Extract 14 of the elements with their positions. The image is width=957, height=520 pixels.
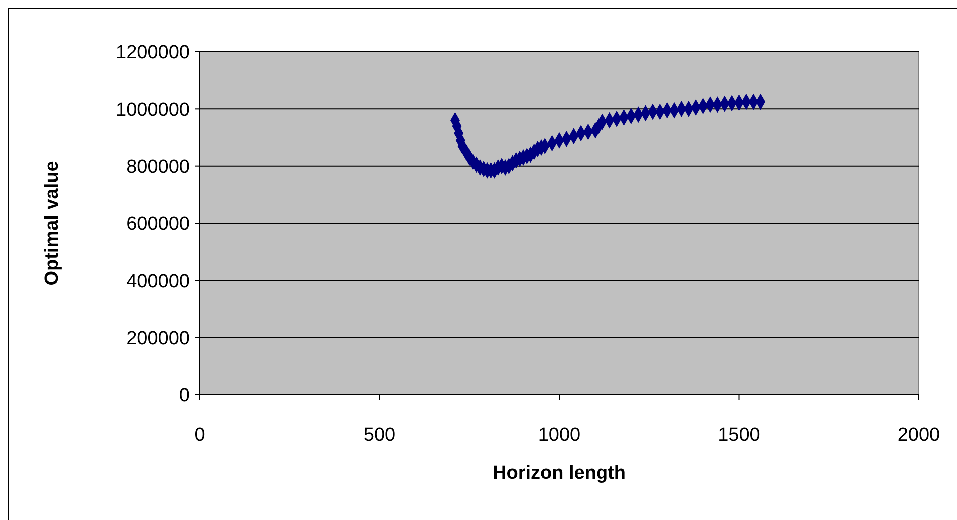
x-axis-title: Horizon length [493, 463, 626, 484]
x-tick-label: 2000 [898, 425, 940, 446]
y-tick-label: 600000 [126, 214, 190, 236]
y-tick-label: 1000000 [116, 100, 190, 121]
y-tick-label: 1200000 [116, 42, 190, 64]
y-tick-label: 400000 [126, 271, 190, 292]
y-tick-label: 0 [179, 386, 190, 407]
y-axis-title: Optimal value [42, 161, 63, 286]
x-tick-label: 0 [194, 425, 206, 446]
x-tick-label: 500 [364, 425, 396, 446]
y-tick-label: 800000 [126, 156, 190, 178]
y-tick-label: 200000 [126, 328, 190, 350]
x-tick-label: 1000 [538, 425, 581, 446]
x-tick-label: 1500 [718, 425, 760, 446]
